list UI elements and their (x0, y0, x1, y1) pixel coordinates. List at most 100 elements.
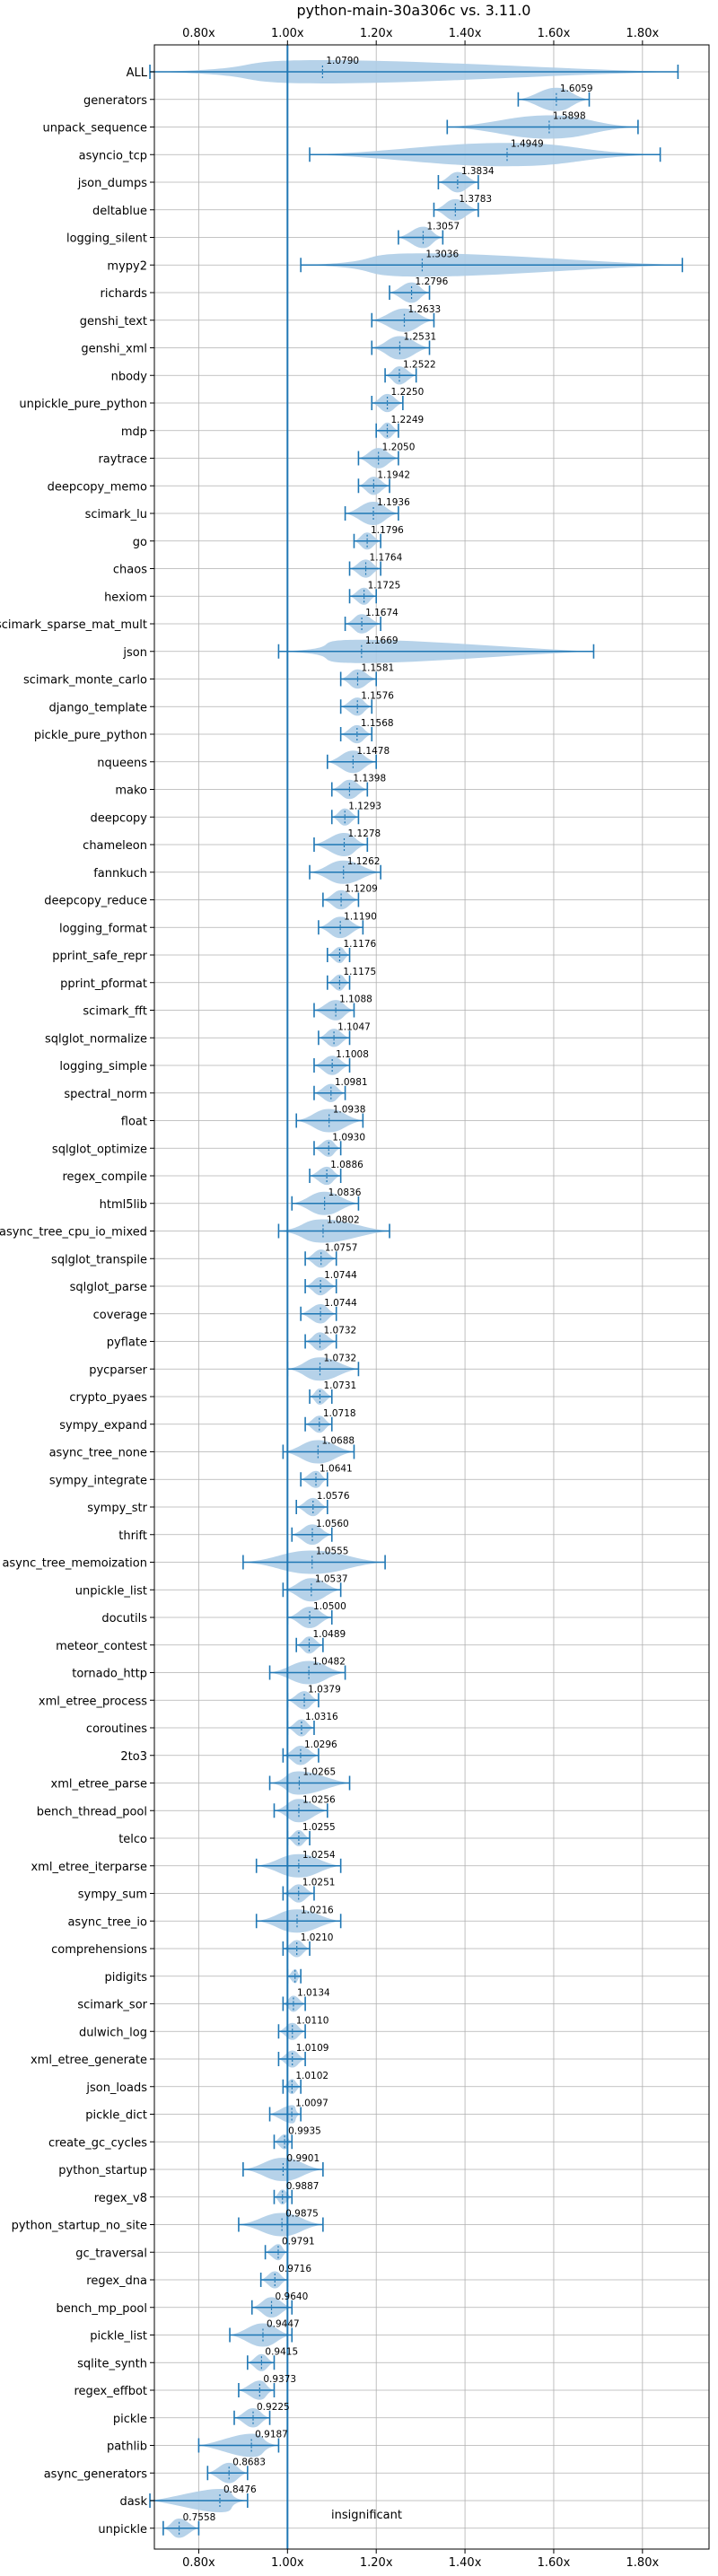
category-label: regex_compile (62, 1170, 147, 1184)
x-tick-label: 0.80x (182, 2556, 215, 2570)
value-label: 1.0500 (313, 1601, 346, 1612)
category-label: async_tree_none (49, 1447, 147, 1460)
value-label: 1.0981 (335, 1077, 368, 1088)
value-label: 1.1478 (356, 746, 390, 757)
category-label: crypto_pyaes (69, 1391, 147, 1405)
category-label: html5lib (100, 1198, 147, 1212)
value-label: 1.0732 (324, 1326, 357, 1336)
category-label: go (133, 536, 147, 549)
category-label: sqlglot_optimize (52, 1143, 147, 1156)
x-tick-label-top: 1.60x (538, 27, 571, 40)
violin-layer (149, 45, 684, 2549)
value-label: 1.1278 (348, 828, 381, 839)
category-label: pprint_safe_repr (52, 950, 147, 963)
category-label: docutils (101, 1612, 147, 1625)
category-label: float (121, 1116, 147, 1129)
category-label: chaos (113, 564, 147, 577)
value-label: 1.3057 (426, 222, 460, 232)
category-label: sympy_str (87, 1502, 147, 1515)
value-label: 0.9901 (286, 2153, 320, 2164)
value-label: 1.0102 (295, 2071, 328, 2081)
category-label: pickle (113, 2413, 147, 2426)
category-label: unpickle (98, 2523, 147, 2537)
category-label: dask (119, 2495, 147, 2509)
category-label: spectral_norm (64, 1088, 147, 1101)
value-label: 0.9447 (267, 2319, 300, 2330)
category-label: mypy2 (107, 259, 147, 273)
x-tick-label: 1.20x (360, 2556, 393, 2570)
x-tick-label-top: 1.00x (271, 27, 304, 40)
category-label: logging_format (59, 922, 147, 935)
category-label: pyflate (107, 1336, 147, 1350)
category-label: hexiom (104, 591, 147, 604)
category-label: pprint_pformat (60, 977, 147, 991)
value-label: 1.0254 (302, 1850, 336, 1861)
category-label: scimark_lu (85, 508, 147, 521)
value-label: 1.1262 (347, 856, 381, 867)
value-label: 1.0836 (328, 1187, 362, 1198)
value-label: 1.1190 (344, 911, 377, 922)
value-label: 1.1576 (361, 690, 394, 701)
category-label: sqlglot_parse (70, 1281, 147, 1294)
value-label: 1.5898 (553, 111, 586, 122)
value-label: 1.0555 (316, 1546, 349, 1557)
category-label: generators (83, 94, 147, 108)
category-label: pickle_pure_python (34, 729, 147, 742)
value-label: 1.1674 (365, 608, 398, 618)
value-label: 1.0482 (312, 1657, 346, 1668)
category-label: regex_dna (86, 2274, 147, 2288)
category-label: mdp (121, 425, 147, 439)
category-label: sympy_integrate (49, 1474, 147, 1487)
value-label: 1.1047 (337, 1021, 371, 1032)
value-label: 1.0097 (295, 2098, 328, 2109)
category-label: async_generators (44, 2467, 148, 2481)
value-label: 0.9373 (263, 2374, 296, 2385)
value-label: 0.8683 (232, 2457, 266, 2467)
value-label: 1.0930 (332, 1132, 365, 1143)
value-label: 0.9935 (288, 2125, 321, 2136)
category-label: json_dumps (77, 177, 147, 190)
category-label: python_startup_no_site (12, 2220, 147, 2233)
value-label: 1.1936 (377, 497, 410, 508)
x-tick-label: 1.40x (449, 2556, 482, 2570)
category-label: coverage (93, 1309, 147, 1322)
category-label: ALL (127, 66, 148, 80)
category-label: async_tree_io (67, 1915, 147, 1929)
x-tick-label-top: 0.80x (182, 27, 215, 40)
value-label: 1.0216 (301, 1905, 334, 1915)
category-label: pidigits (105, 1971, 148, 1985)
value-label: 0.9640 (276, 2291, 309, 2302)
value-label: 1.0576 (317, 1491, 350, 1502)
value-label: 0.9415 (265, 2346, 298, 2357)
value-label: 1.0560 (316, 1519, 349, 1529)
value-label: 1.0938 (333, 1105, 366, 1116)
category-label: mako (115, 784, 147, 798)
category-label: json_loads (85, 2081, 147, 2095)
value-label: 1.1764 (370, 553, 403, 564)
value-label: 1.6059 (560, 83, 593, 94)
value-label: 1.1008 (336, 1049, 369, 1060)
category-label: xml_etree_iterparse (31, 1861, 147, 1874)
value-label: 0.9875 (285, 2209, 319, 2220)
value-label: 1.0251 (302, 1878, 336, 1888)
category-label: deepcopy_memo (48, 480, 147, 494)
value-label: 1.0537 (315, 1573, 348, 1584)
value-label: 1.0757 (325, 1242, 358, 1253)
category-label: asyncio_tcp (79, 149, 147, 162)
category-label: logging_silent (66, 232, 147, 246)
category-label: scimark_sparse_mat_mult (0, 618, 147, 632)
category-label: sqlite_synth (77, 2357, 147, 2370)
category-label: deltablue (92, 205, 147, 218)
value-label: 1.0731 (323, 1380, 356, 1391)
category-label: sqlglot_transpile (51, 1253, 147, 1266)
category-label: gc_traversal (75, 2247, 147, 2260)
category-label: pickle_dict (85, 2109, 147, 2123)
axis-layer: 0.80x 0.80x 1.00x 1.00x 1.20x 1.20x 1.40x 1.40x… (0, 27, 710, 2570)
category-label: genshi_text (80, 315, 147, 329)
value-label: 1.4949 (511, 138, 544, 149)
x-tick-label-top: 1.20x (360, 27, 393, 40)
category-label: async_tree_cpu_io_mixed (0, 1226, 147, 1240)
category-label: scimark_monte_carlo (23, 674, 147, 688)
